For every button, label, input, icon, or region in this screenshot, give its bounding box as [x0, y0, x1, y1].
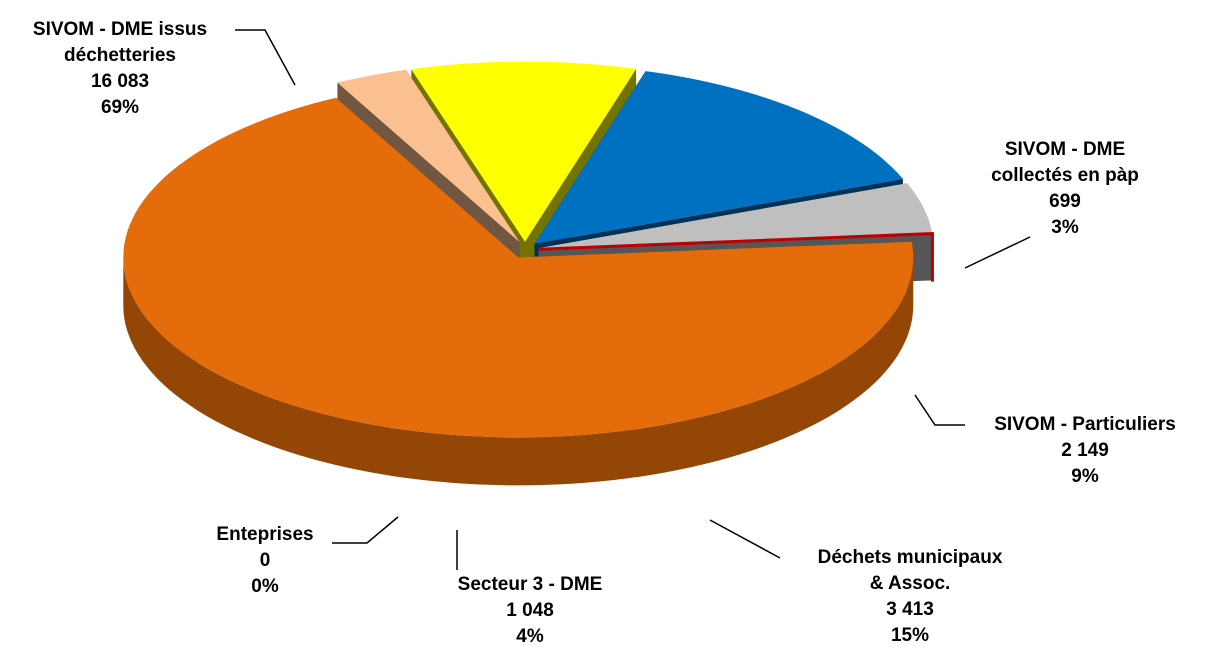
label-line: & Assoc.	[870, 573, 951, 594]
label-line: 699	[1049, 191, 1081, 212]
label-line: SIVOM - Particuliers	[994, 414, 1176, 435]
leader-line	[332, 516, 399, 544]
leader-line	[914, 394, 965, 426]
label-line: 0%	[251, 576, 279, 597]
data-label: Secteur 3 - DME 1 048 4%	[458, 574, 603, 647]
label-line: SIVOM - DME issus	[33, 19, 207, 40]
label-line: 9%	[1071, 466, 1099, 487]
data-label: SIVOM - DME issus déchetteries 16 083 69%	[33, 19, 207, 118]
leader-line	[235, 29, 296, 86]
leader-line	[964, 236, 1031, 269]
label-line: SIVOM - DME	[1005, 139, 1125, 160]
label-line: Déchets municipaux	[818, 547, 1003, 568]
label-line: 3%	[1051, 217, 1079, 238]
label-line: 1 048	[506, 600, 554, 621]
label-line: collectés en pàp	[991, 165, 1139, 186]
slice-top	[538, 183, 933, 249]
label-line: 0	[260, 550, 271, 571]
slice-top	[534, 71, 903, 244]
slice-wall	[123, 257, 914, 486]
label-line: Enteprises	[216, 524, 313, 545]
label-line: 3 413	[886, 599, 934, 620]
label-line: déchetteries	[64, 45, 176, 66]
data-label: SIVOM - Particuliers 2 149 9%	[994, 414, 1176, 487]
slice-top	[337, 69, 520, 243]
slice-edge	[538, 232, 934, 282]
data-label: SIVOM - DME collectés en pàp 699 3%	[991, 139, 1139, 238]
slice-top	[411, 61, 637, 242]
label-line: Secteur 3 - DME	[458, 574, 603, 595]
slice-top	[123, 97, 914, 438]
label-line: 69%	[101, 97, 139, 118]
label-line: 16 083	[91, 71, 149, 92]
leader-line	[709, 519, 781, 559]
data-label: Déchets municipaux & Assoc. 3 413 15%	[818, 547, 1003, 646]
label-line: 4%	[516, 626, 544, 647]
label-line: 2 149	[1061, 440, 1109, 461]
label-line: 15%	[891, 625, 929, 646]
slice	[123, 97, 914, 486]
slice	[538, 232, 934, 282]
data-label: Enteprises 0 0%	[216, 524, 313, 597]
